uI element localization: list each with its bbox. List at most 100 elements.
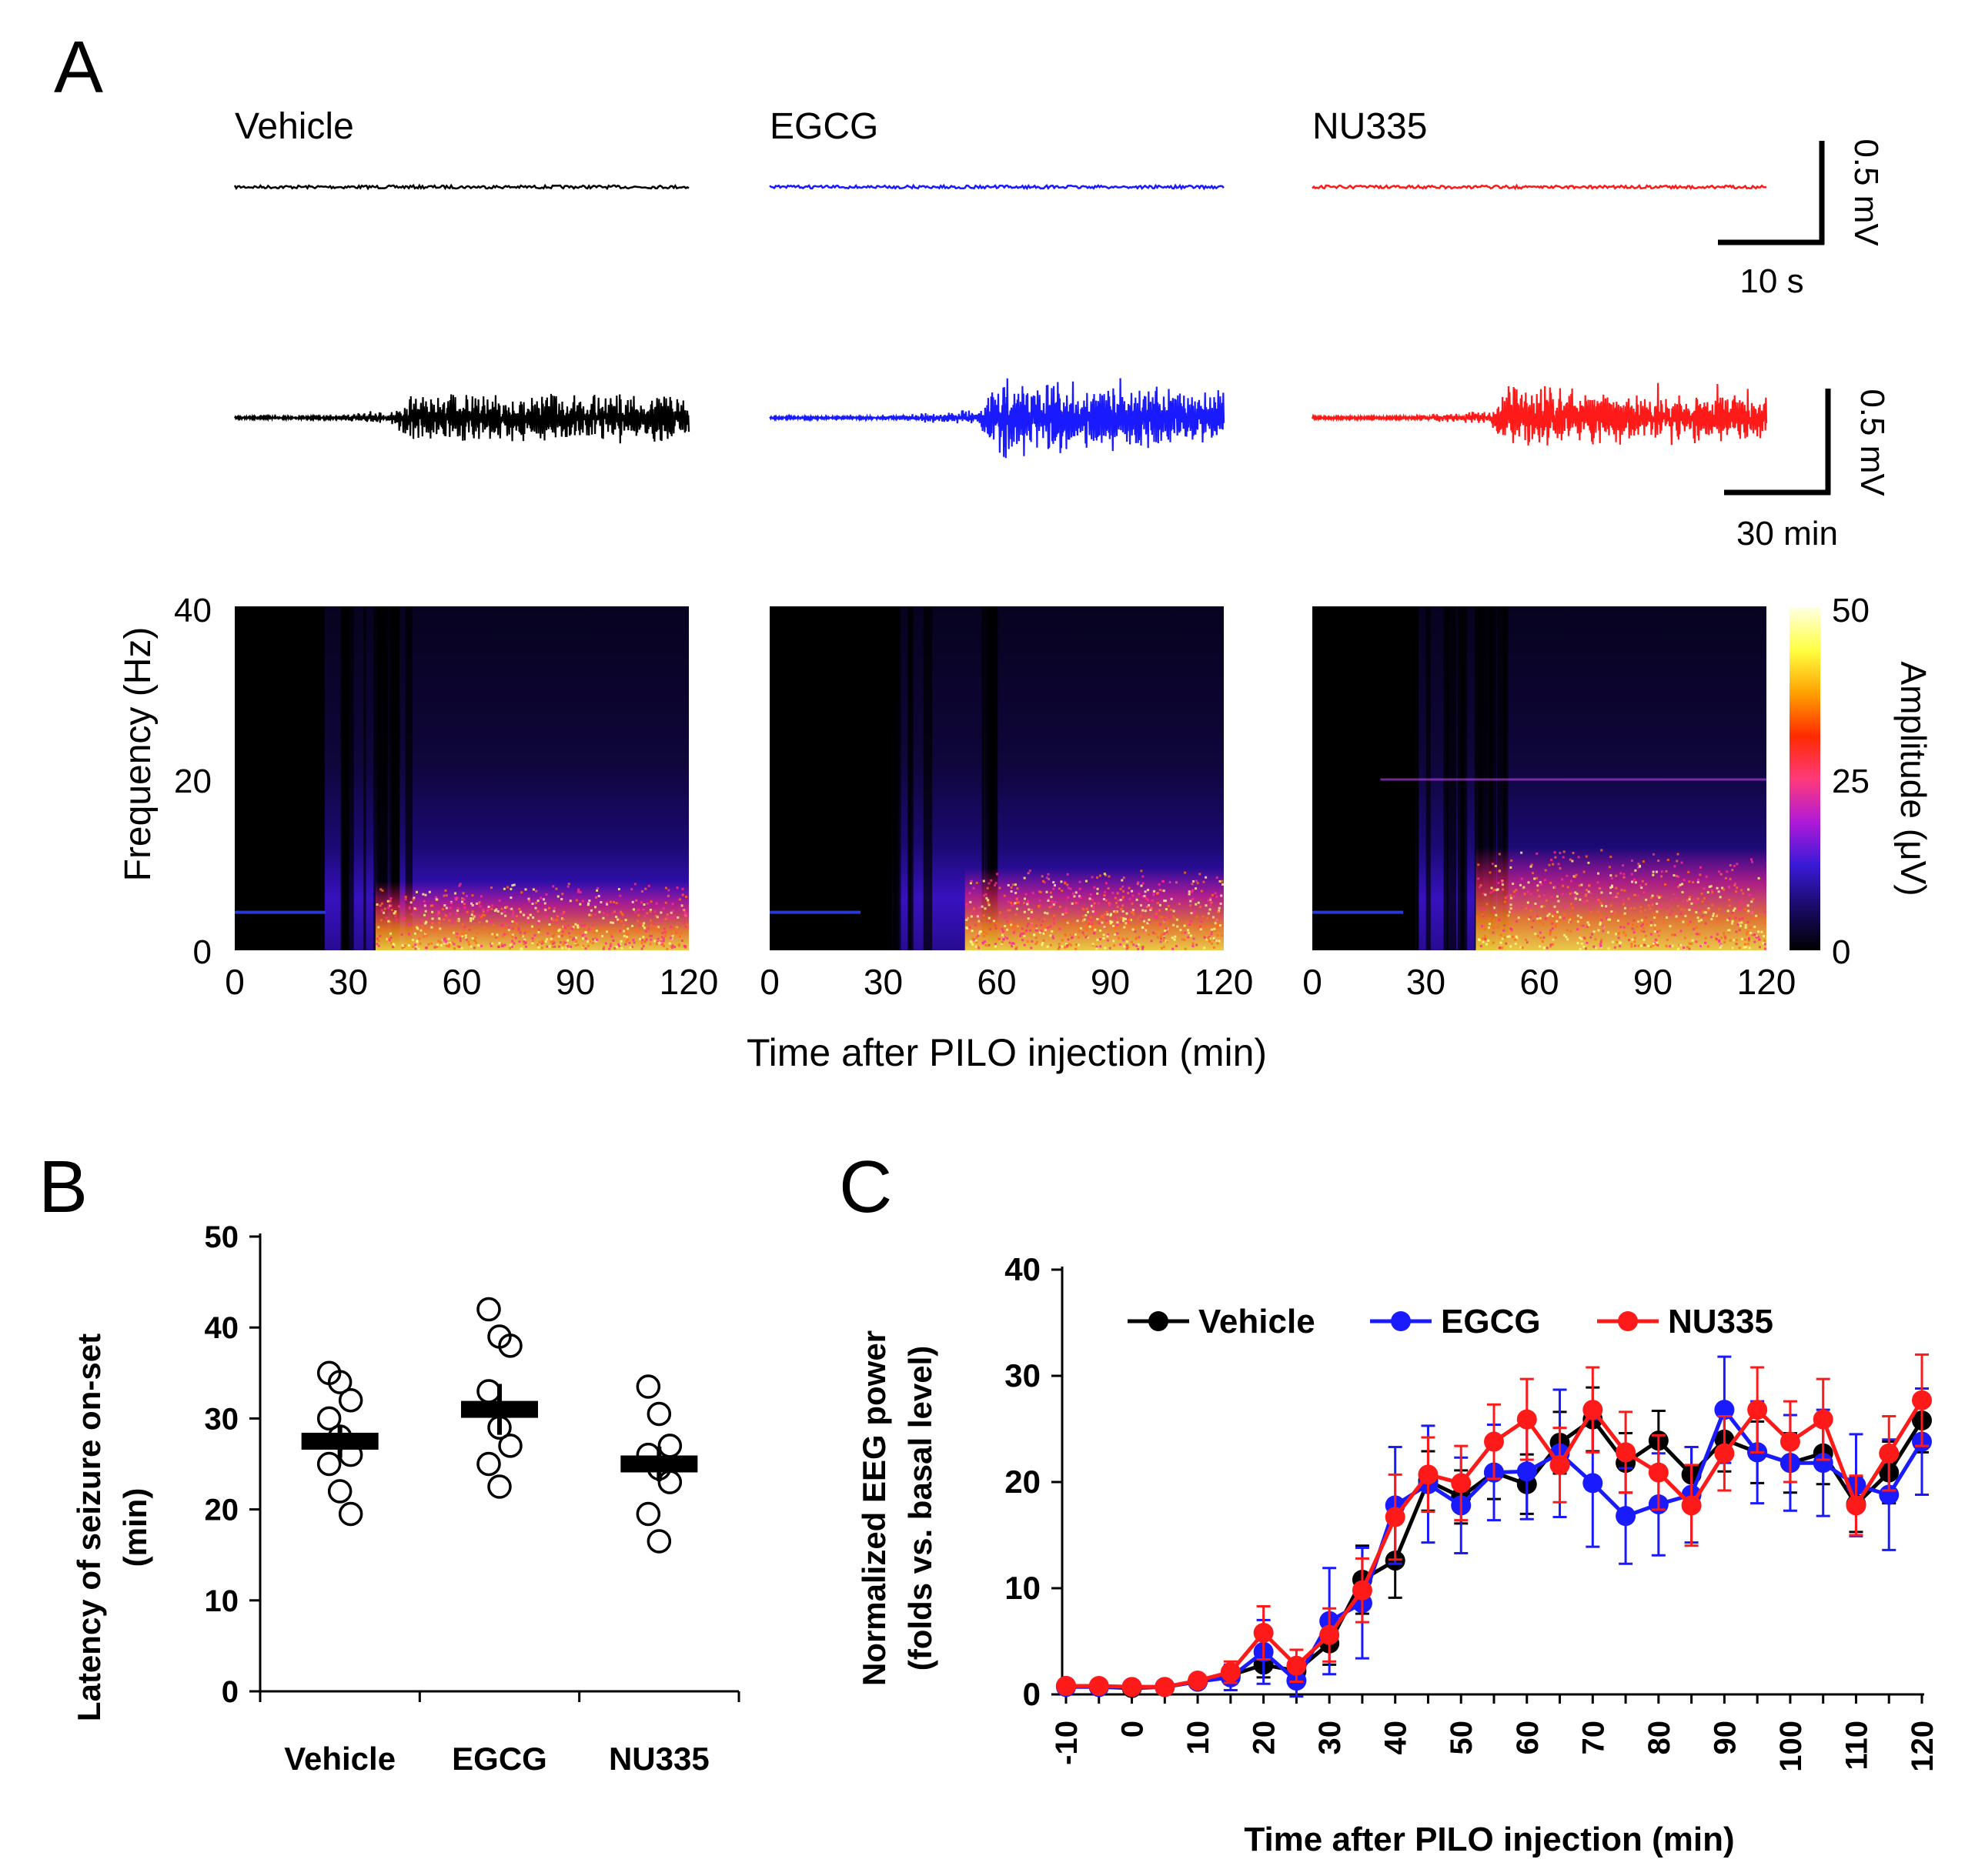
spectrogram-speckle — [1109, 913, 1112, 916]
spectrogram-speckle — [1704, 911, 1707, 914]
spectrogram-speckle — [662, 945, 665, 948]
spectrogram-speckle — [586, 940, 590, 943]
spectrogram-speckle — [1638, 865, 1641, 868]
spectrogram-speckle — [1017, 901, 1020, 904]
spectrogram-speckle — [1733, 907, 1736, 910]
spectrogram-speckle — [1641, 923, 1644, 926]
spectrogram-speckle — [472, 917, 475, 920]
spectrogram-speckle — [1128, 897, 1131, 900]
spectrogram-speckle — [1701, 900, 1704, 903]
spectrogram-speckle — [392, 946, 395, 949]
spectrogram-speckle — [463, 903, 466, 906]
spectrogram-speckle — [1622, 914, 1625, 917]
spectrogram-speckle — [414, 947, 417, 950]
spectrogram-speckle — [1499, 941, 1502, 944]
spectrogram-speckle — [545, 915, 548, 918]
spectrogram-speckle — [1682, 900, 1685, 903]
spectrogram-speckle — [1011, 883, 1014, 886]
spectrogram-speckle — [1719, 946, 1722, 950]
spectrogram-speckle — [649, 919, 652, 922]
spectrogram-speckle — [1141, 947, 1145, 950]
spectrogram-speckle — [977, 906, 981, 910]
spectrogram-speckle — [1172, 915, 1175, 918]
spectrogram-speckle — [527, 897, 530, 900]
spectrogram-speckle — [1004, 916, 1007, 920]
spectrogram-speckle — [588, 900, 591, 903]
spectrogram-speckle — [376, 943, 379, 946]
spectrogram-speckle — [686, 923, 689, 926]
spectrogram-xtick-90: 90 — [1091, 962, 1130, 1002]
spectrogram-speckle — [1629, 906, 1632, 910]
spectrogram-speckle — [1132, 913, 1135, 916]
spectrogram-speckle — [1165, 940, 1168, 943]
spectrogram-speckle — [1007, 900, 1010, 903]
spectrogram-speckle — [1676, 947, 1679, 950]
spectrogram-speckle — [1653, 930, 1656, 933]
spectrogram-speckle — [643, 922, 646, 925]
spectrogram-speckle — [1011, 942, 1014, 945]
spectrogram-speckle — [1190, 890, 1193, 893]
spectrogram-speckle — [1147, 889, 1150, 892]
spectrogram-speckle — [389, 904, 393, 907]
spectrogram-speckle — [1536, 884, 1539, 887]
spectrogram-speckle — [1726, 910, 1729, 913]
spectrogram-speckle — [633, 941, 636, 944]
spectrogram-speckle — [1529, 909, 1532, 912]
spectrogram-speckle — [1622, 931, 1626, 934]
spectrogram-speckle — [1529, 916, 1532, 919]
panel-c-xtick-label-10: 10 — [1181, 1721, 1215, 1755]
spectrogram-speckle — [1209, 896, 1212, 900]
spectrogram-speckle — [424, 893, 427, 896]
spectrogram-speckle — [379, 919, 383, 922]
spectrogram-speckle — [1566, 886, 1569, 889]
spectrogram-speckle — [1092, 905, 1095, 908]
spectrogram-speckle — [1731, 869, 1734, 872]
spectrogram-speckle — [542, 898, 545, 901]
spectrogram-speckle — [389, 932, 393, 935]
spectrogram-speckle — [661, 943, 664, 946]
spectrogram-speckle — [390, 942, 393, 945]
spectrogram-speckle — [1683, 909, 1686, 912]
spectrogram-theta-line — [1312, 910, 1403, 914]
panel-c-xtick-label-30: 30 — [1313, 1721, 1347, 1755]
spectrogram-speckle — [514, 926, 517, 930]
spectrogram-speckle — [627, 927, 630, 930]
spectrogram-speckle — [1758, 938, 1761, 941]
spectrogram-speckle — [1736, 886, 1739, 890]
spectrogram-speckle — [473, 946, 476, 950]
spectrogram-speckle — [594, 913, 597, 916]
spectrogram-speckle — [551, 946, 554, 949]
spectrogram-speckle — [1686, 923, 1689, 926]
spectrogram-speckle — [1642, 930, 1646, 933]
spectrogram-speckle — [1090, 904, 1093, 907]
spectrogram-speckle — [1589, 908, 1592, 911]
spectrogram-stripe — [346, 606, 354, 950]
spectrogram-speckle — [1112, 940, 1115, 943]
scalebar-top-amplitude: 0.5 mV — [1847, 139, 1885, 246]
spectrogram-speckle — [520, 934, 523, 937]
spectrogram-speckle — [531, 942, 534, 945]
spectrogram-speckle — [546, 945, 549, 948]
spectrogram-speckle — [1712, 914, 1715, 917]
spectrogram-speckle — [1727, 930, 1730, 933]
spectrogram-speckle — [1112, 944, 1115, 947]
spectrogram-speckle — [1587, 890, 1590, 893]
spectrogram-speckle — [1163, 900, 1166, 903]
spectrogram-speckle — [1191, 942, 1195, 945]
spectrogram-speckle — [438, 922, 441, 925]
spectrogram-speckle — [454, 896, 457, 900]
spectrogram-speckle — [1681, 891, 1684, 894]
spectrogram-speckle — [647, 884, 650, 887]
spectrogram-speckle — [519, 931, 522, 934]
spectrogram-speckle — [1477, 877, 1480, 880]
spectrogram-speckle — [587, 928, 590, 931]
spectrogram-speckle — [1582, 945, 1586, 948]
spectrogram-speckle — [1074, 901, 1078, 904]
spectrogram-speckle — [1191, 889, 1195, 892]
panel-c-point — [1088, 1675, 1109, 1696]
spectrogram-speckle — [1540, 883, 1543, 886]
spectrogram-speckle — [1712, 913, 1715, 916]
spectrogram-speckle — [1143, 920, 1146, 923]
spectrogram-speckle — [593, 939, 597, 942]
